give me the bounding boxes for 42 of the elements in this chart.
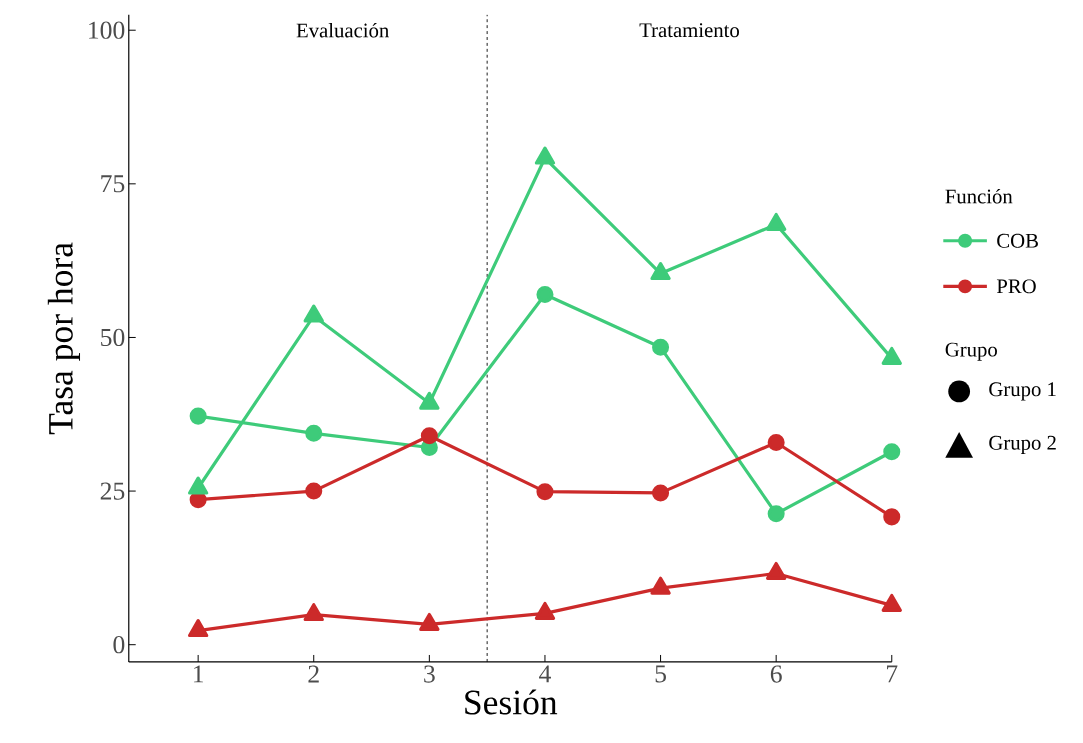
point [652,338,670,356]
x-tick-label: 7 [887,665,898,683]
point [766,561,787,580]
point [187,476,209,495]
text: Grupo 1 [989,382,1056,401]
legend-label: COB [997,233,1038,248]
point [303,603,324,622]
y-axis-title: Tasa por hora [47,242,81,435]
text: Grupo 2 [989,435,1056,454]
point [767,433,785,451]
y-tick-label: 100 [89,21,125,39]
annotation: Evaluación [296,22,389,38]
x-tick-label: 4 [539,665,551,683]
point [536,285,554,303]
point [305,482,323,500]
y-tick-label: 0 [113,635,125,654]
x-axis-title: Sesión [465,689,558,715]
x-tick-label: 2 [308,665,319,683]
x-tick-label: 1 [193,665,204,683]
point [650,576,671,595]
point [419,612,440,631]
point [883,443,901,461]
point [767,505,785,523]
legend-label: PRO [996,279,1036,294]
y-tick-label: 50 [101,328,125,347]
point [189,407,207,425]
point [881,593,902,612]
x-tick-label: 5 [655,665,666,683]
point [883,508,901,526]
point [187,619,209,638]
point [305,424,323,442]
point [420,427,438,445]
y-tick-label: 75 [101,175,125,193]
y-tick-label: 25 [100,482,125,500]
x-tick-label: 3 [424,665,435,683]
text: Grupo [945,342,997,361]
point [652,484,670,502]
text: Función [945,188,1013,204]
x-tick-label: 6 [770,665,782,683]
point [534,601,556,620]
annotation: Tratamiento [639,23,739,38]
point [536,483,554,501]
